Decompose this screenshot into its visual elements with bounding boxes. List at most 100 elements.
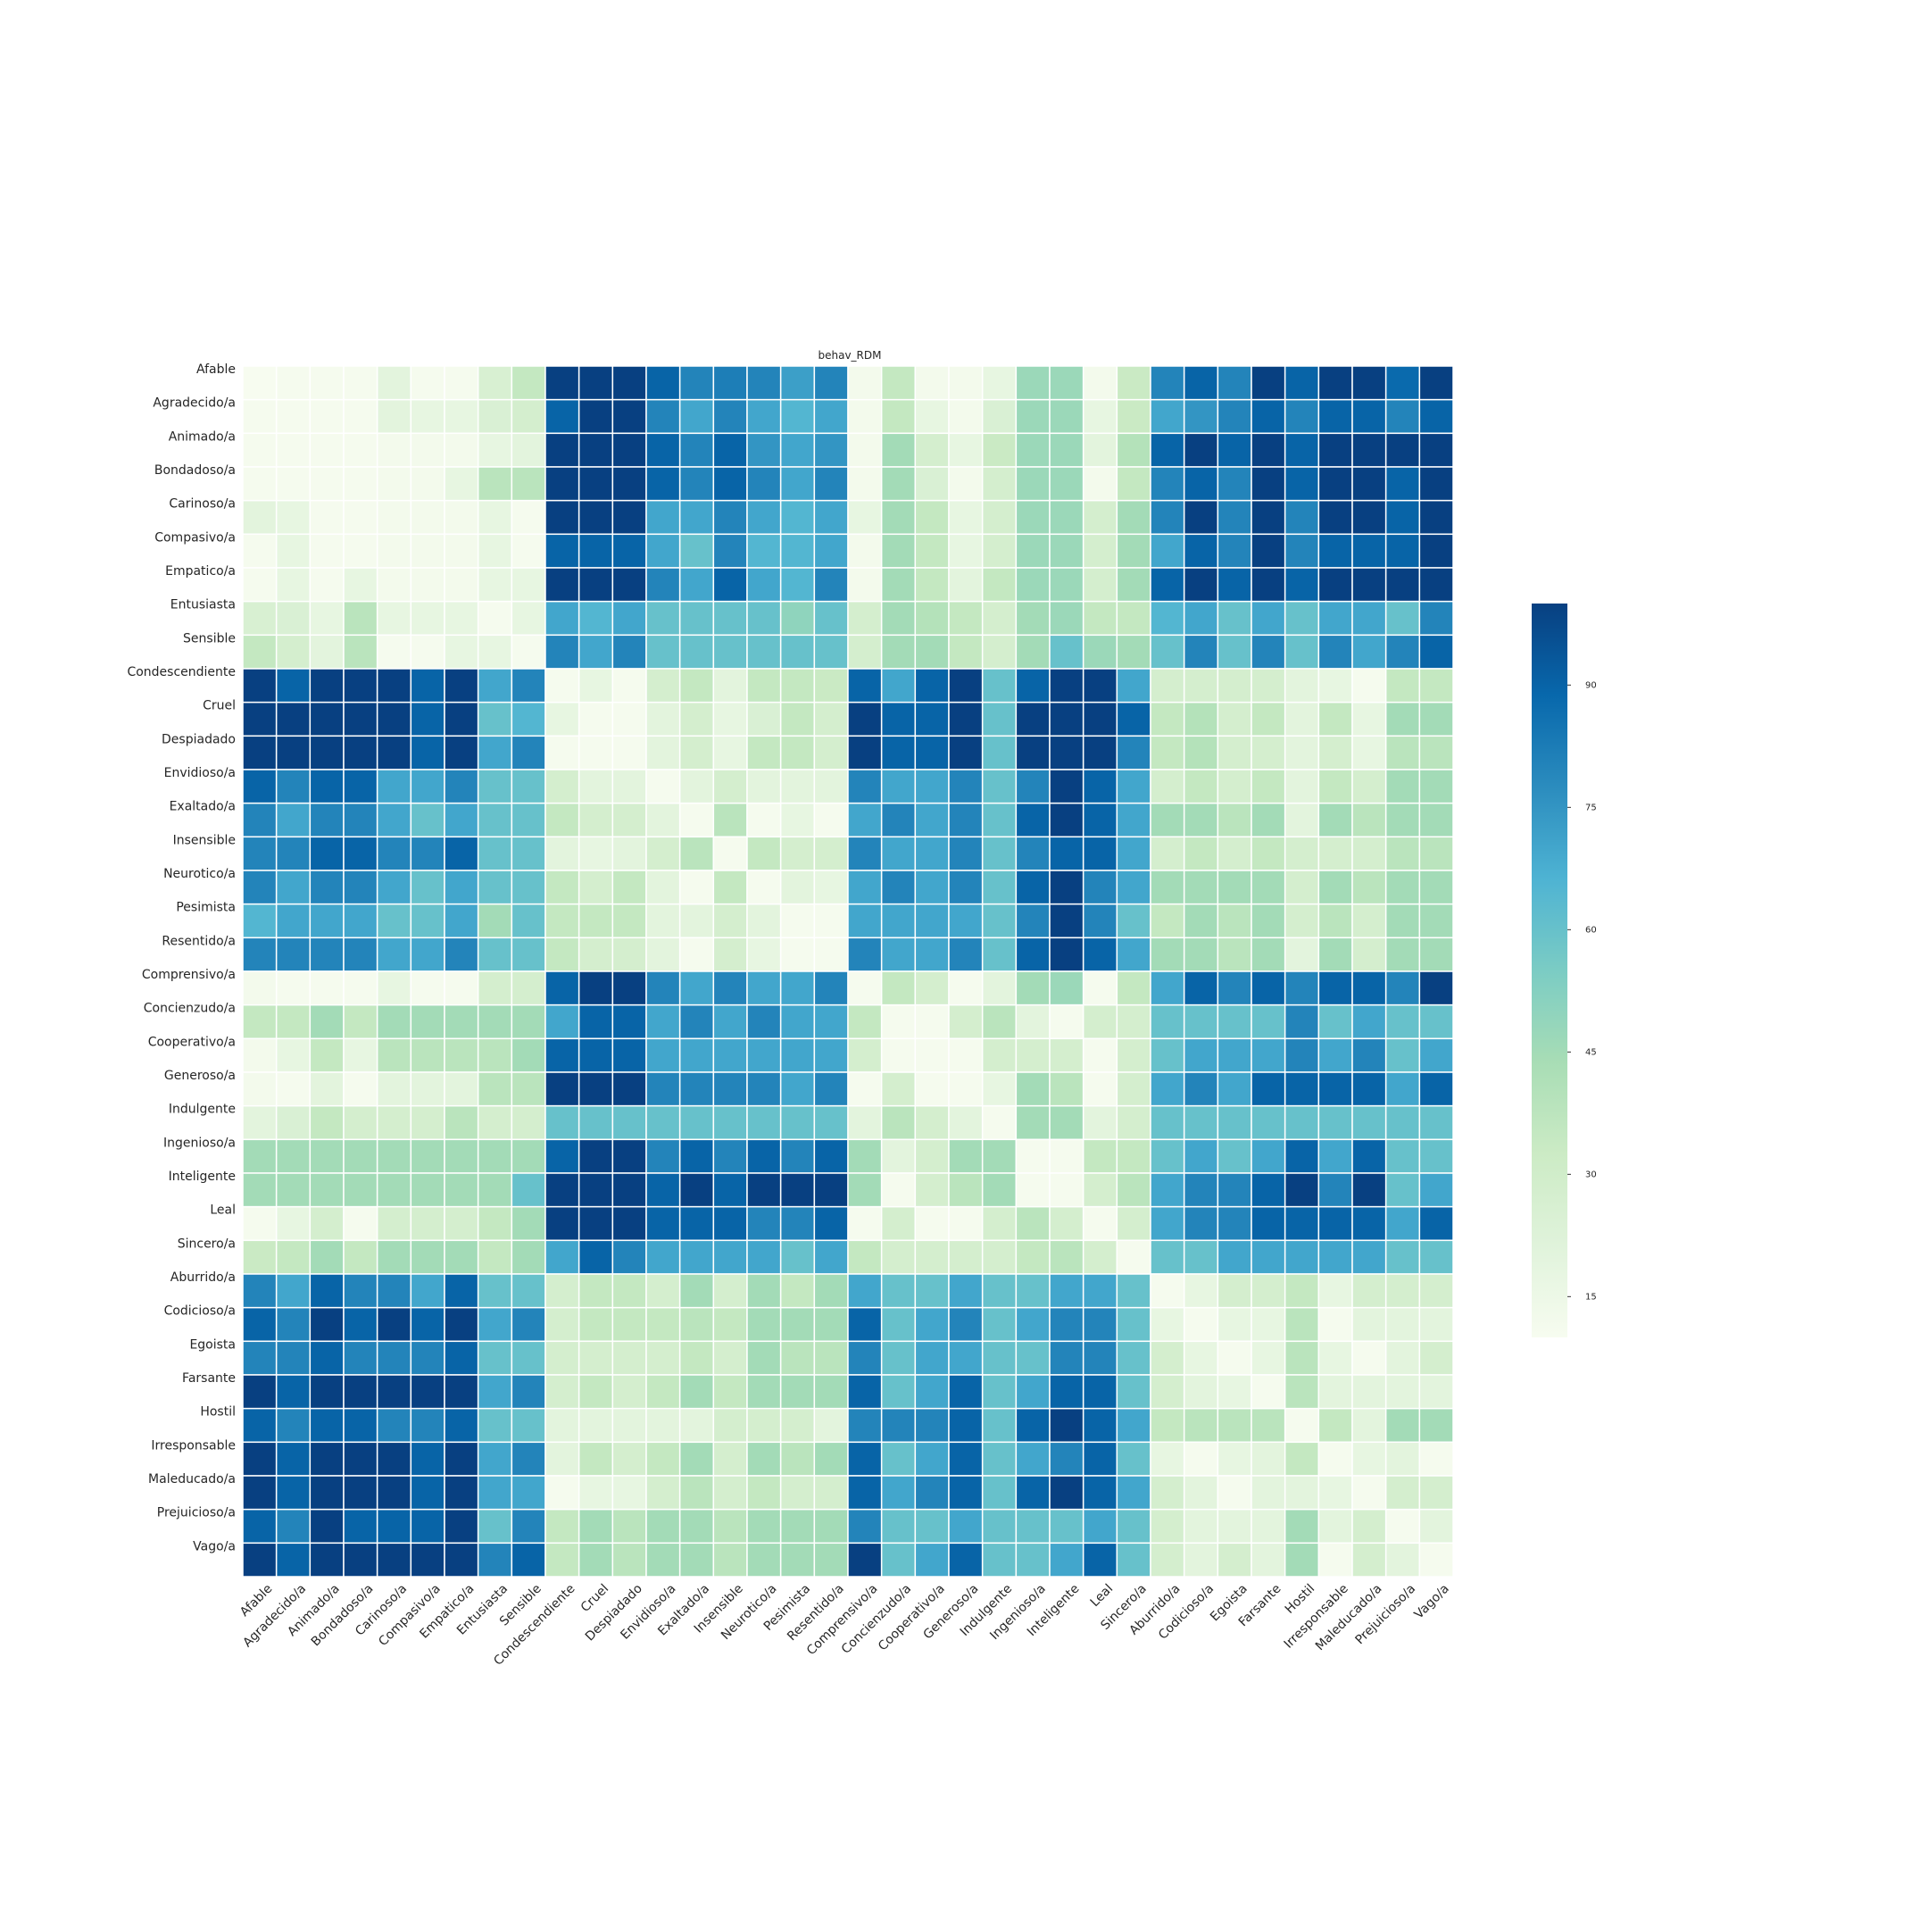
heatmap-cell: [343, 1542, 378, 1578]
heatmap-cell: [1217, 1205, 1252, 1242]
heatmap-cell: [779, 1407, 816, 1444]
heatmap-cell: [1251, 1374, 1286, 1410]
heatmap-cell: [1049, 903, 1084, 939]
heatmap-cell: [444, 1340, 479, 1376]
heatmap-cell: [746, 1374, 782, 1410]
heatmap-cell: [275, 1172, 312, 1208]
heatmap-cell: [678, 1374, 715, 1410]
heatmap-cell: [948, 365, 984, 401]
heatmap-cell: [309, 1071, 345, 1107]
heatmap-cell: [1116, 1475, 1151, 1511]
heatmap-cell: [410, 1138, 445, 1174]
heatmap-cell: [1418, 1374, 1454, 1410]
heatmap-cell: [275, 1071, 312, 1107]
heatmap-cell: [847, 1037, 883, 1073]
heatmap-cell: [948, 735, 984, 770]
heatmap-cell: [578, 499, 614, 536]
heatmap-cell: [511, 1071, 546, 1107]
heatmap-cell: [544, 1340, 580, 1376]
heatmap-cell: [746, 499, 782, 536]
heatmap-cell: [1251, 365, 1286, 401]
row-label-leal: Leal: [210, 1203, 236, 1218]
heatmap-cell: [242, 1037, 278, 1073]
heatmap-cell: [746, 634, 782, 670]
heatmap-cell: [1418, 1037, 1454, 1073]
heatmap-cell: [477, 1475, 513, 1511]
heatmap-cell: [847, 1003, 883, 1040]
heatmap-cell: [1082, 735, 1118, 770]
heatmap-cell: [1351, 836, 1387, 871]
heatmap-cell: [712, 735, 748, 770]
heatmap-cell: [477, 769, 513, 804]
heatmap-cell: [511, 533, 546, 569]
heatmap-cell: [1384, 937, 1421, 972]
heatmap-cell: [914, 1407, 950, 1444]
heatmap-cell: [1049, 567, 1084, 603]
heatmap-cell: [242, 1239, 278, 1275]
heatmap-cell: [611, 1104, 647, 1141]
row-label-vago-a: Vago/a: [193, 1539, 236, 1553]
heatmap-cell: [880, 1542, 917, 1578]
heatmap-cell: [981, 1374, 1018, 1410]
heatmap-cell: [611, 567, 647, 603]
heatmap-cell: [1317, 499, 1353, 536]
heatmap-cell: [578, 903, 614, 939]
heatmap-cell: [410, 1340, 445, 1376]
heatmap-cell: [477, 1172, 513, 1208]
row-label-agradecido-a: Agradecido/a: [153, 396, 236, 411]
heatmap-cell: [578, 769, 614, 804]
heatmap-cell: [948, 398, 984, 435]
heatmap-cell: [712, 1374, 748, 1410]
heatmap-cell: [578, 600, 614, 637]
heatmap-cell: [1116, 432, 1151, 468]
heatmap-cell: [712, 1205, 748, 1242]
heatmap-cell: [444, 1071, 479, 1107]
heatmap-cell: [309, 1172, 345, 1208]
heatmap-cell: [578, 533, 614, 569]
heatmap-cell: [813, 1138, 849, 1174]
heatmap-cell: [746, 567, 782, 603]
heatmap-cell: [410, 1172, 445, 1208]
heatmap-cell: [948, 802, 984, 838]
heatmap-cell: [275, 499, 312, 536]
heatmap-cell: [712, 1003, 748, 1040]
heatmap-cell: [376, 668, 412, 704]
heatmap-cell: [611, 836, 647, 871]
heatmap-cell: [948, 937, 984, 972]
heatmap-cell: [813, 903, 849, 939]
heatmap-cell: [1384, 1003, 1421, 1040]
heatmap-cell: [1351, 1003, 1387, 1040]
heatmap-cell: [981, 1306, 1018, 1343]
heatmap-cell: [678, 1273, 715, 1309]
heatmap-cell: [309, 600, 345, 637]
heatmap-cell: [343, 668, 378, 704]
heatmap-cell: [242, 1340, 278, 1376]
heatmap-cell: [242, 398, 278, 435]
heatmap-cell: [847, 499, 883, 536]
heatmap-cell: [948, 1441, 984, 1477]
heatmap-cell: [1150, 1138, 1185, 1174]
heatmap-cell: [645, 1407, 681, 1444]
heatmap-cell: [847, 1508, 883, 1545]
heatmap-cell: [1150, 870, 1185, 905]
heatmap-cell: [1418, 1542, 1454, 1578]
heatmap-cell: [847, 836, 883, 871]
heatmap-cell: [1183, 1273, 1219, 1309]
heatmap-cell: [1082, 432, 1118, 468]
heatmap-cell: [948, 1172, 984, 1208]
heatmap-cell: [1150, 1475, 1185, 1511]
heatmap-cell: [1183, 1138, 1219, 1174]
heatmap-cell: [1015, 769, 1051, 804]
heatmap-cell: [309, 365, 345, 401]
heatmap-cell: [376, 600, 412, 637]
heatmap-cell: [544, 1374, 580, 1410]
heatmap-cell: [1116, 802, 1151, 838]
heatmap-cell: [779, 870, 816, 905]
heatmap-cell: [1049, 1508, 1084, 1545]
heatmap-cell: [242, 365, 278, 401]
heatmap-cell: [309, 634, 345, 670]
heatmap-cell: [1351, 499, 1387, 536]
col-label-vago-a: Vago/a: [1412, 1582, 1452, 1622]
heatmap-cell: [1418, 802, 1454, 838]
